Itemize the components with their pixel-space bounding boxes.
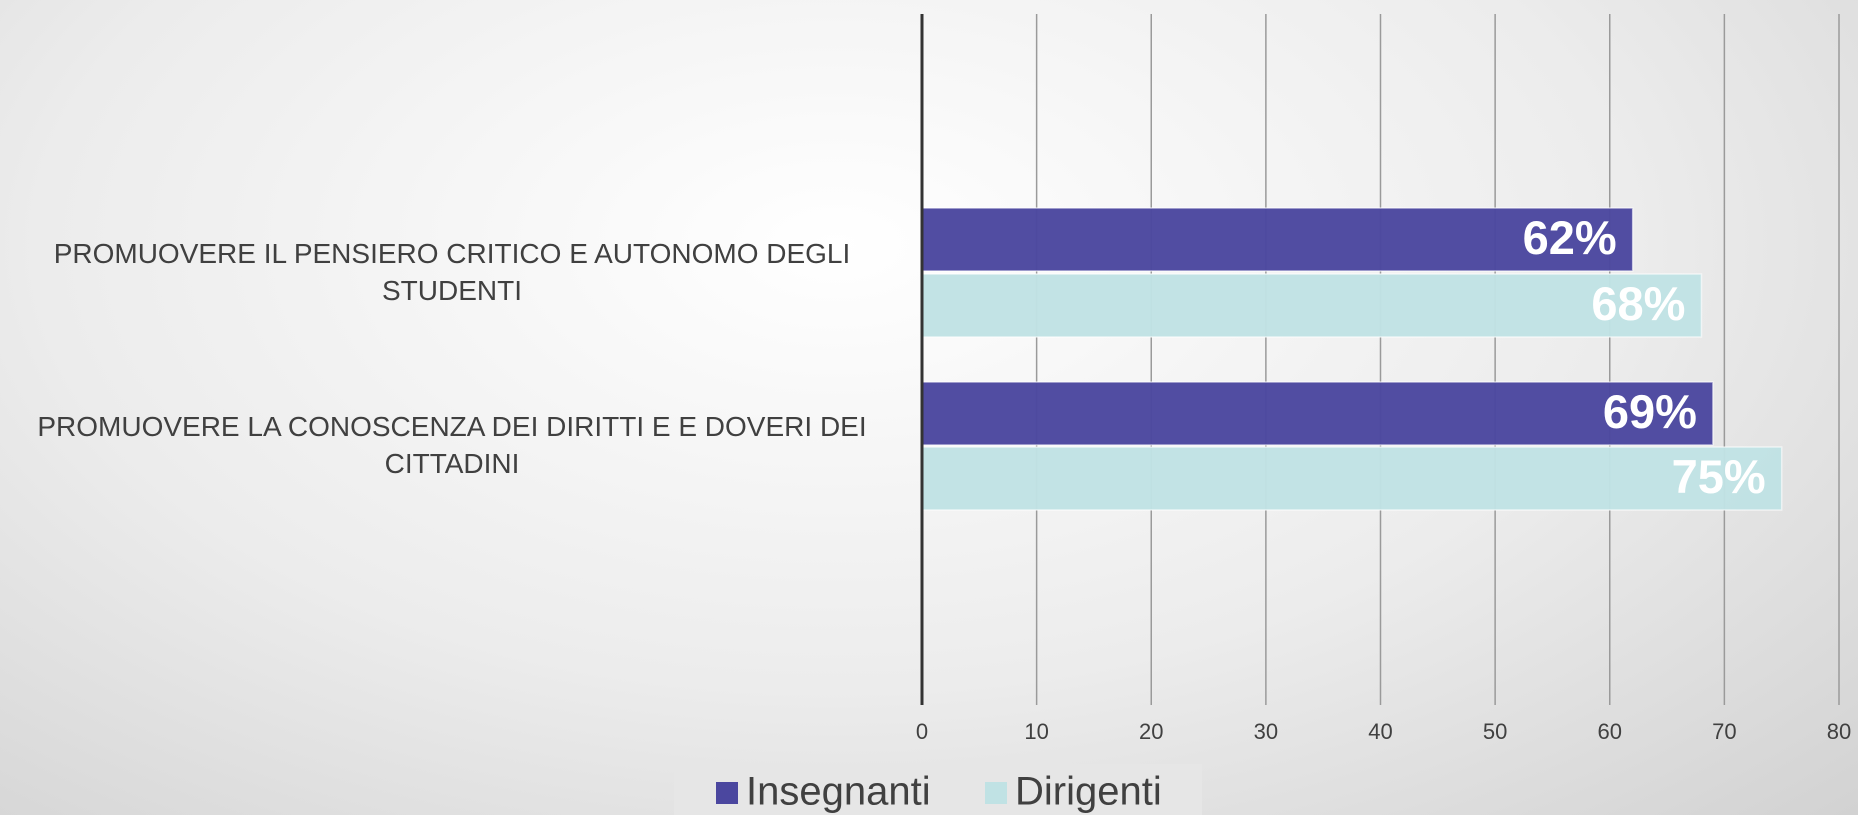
legend-label: Insegnanti [746, 770, 931, 814]
category-label: PROMUOVERE IL PENSIERO CRITICO E AUTONOM… [53, 238, 851, 306]
category-label: PROMUOVERE LA CONOSCENZA DEI DIRITTI E E… [37, 411, 867, 479]
legend-label: Dirigenti [1015, 770, 1162, 814]
value-label: 69% [1603, 385, 1697, 438]
x-tick-label: 10 [1024, 719, 1048, 744]
x-tick-label: 20 [1139, 719, 1163, 744]
x-tick-label: 40 [1368, 719, 1392, 744]
value-label: 62% [1523, 211, 1617, 264]
legend-swatch [716, 782, 738, 804]
value-label: 75% [1672, 450, 1766, 503]
x-tick-label: 80 [1827, 719, 1851, 744]
legend-box [674, 764, 1202, 815]
x-tick-label: 30 [1254, 719, 1278, 744]
bar [921, 381, 1714, 446]
x-tick-label: 60 [1598, 719, 1622, 744]
x-tick-label: 50 [1483, 719, 1507, 744]
bar [921, 446, 1783, 511]
value-label: 68% [1591, 277, 1685, 330]
bar [921, 273, 1703, 338]
legend-swatch [985, 782, 1007, 804]
x-tick-label: 70 [1712, 719, 1736, 744]
x-tick-label: 0 [916, 719, 928, 744]
